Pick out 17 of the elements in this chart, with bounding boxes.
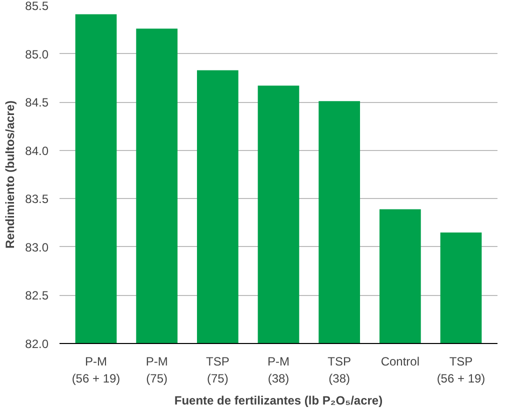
- y-tick-label: 83.0: [25, 240, 49, 254]
- y-tick-label: 83.5: [25, 192, 49, 206]
- y-tick-label: 85.0: [25, 47, 49, 62]
- x-tick-label: P-M (38): [268, 354, 290, 386]
- x-tick-label: TSP (38): [328, 354, 352, 386]
- x-tick-label: P-M (75): [146, 354, 168, 386]
- x-tick-label: TSP (75): [206, 354, 230, 386]
- y-tick-label: 84.5: [25, 96, 49, 110]
- y-tick-label: 82.0: [25, 337, 49, 351]
- y-tick-label: 84.0: [25, 144, 49, 158]
- y-tick-label: 82.5: [25, 288, 49, 303]
- x-tick-label: Control: [380, 354, 420, 368]
- x-tick-label: TSP (56 + 19): [436, 354, 486, 386]
- x-tick-label: P-M (56 + 19): [72, 354, 120, 386]
- y-tick-label: 85.5: [25, 0, 49, 13]
- y-axis-title: Rendimiento (bultos/acre): [3, 100, 18, 249]
- x-axis-title: Fuente de fertilizantes (lb P₂O₅/acre): [174, 393, 383, 408]
